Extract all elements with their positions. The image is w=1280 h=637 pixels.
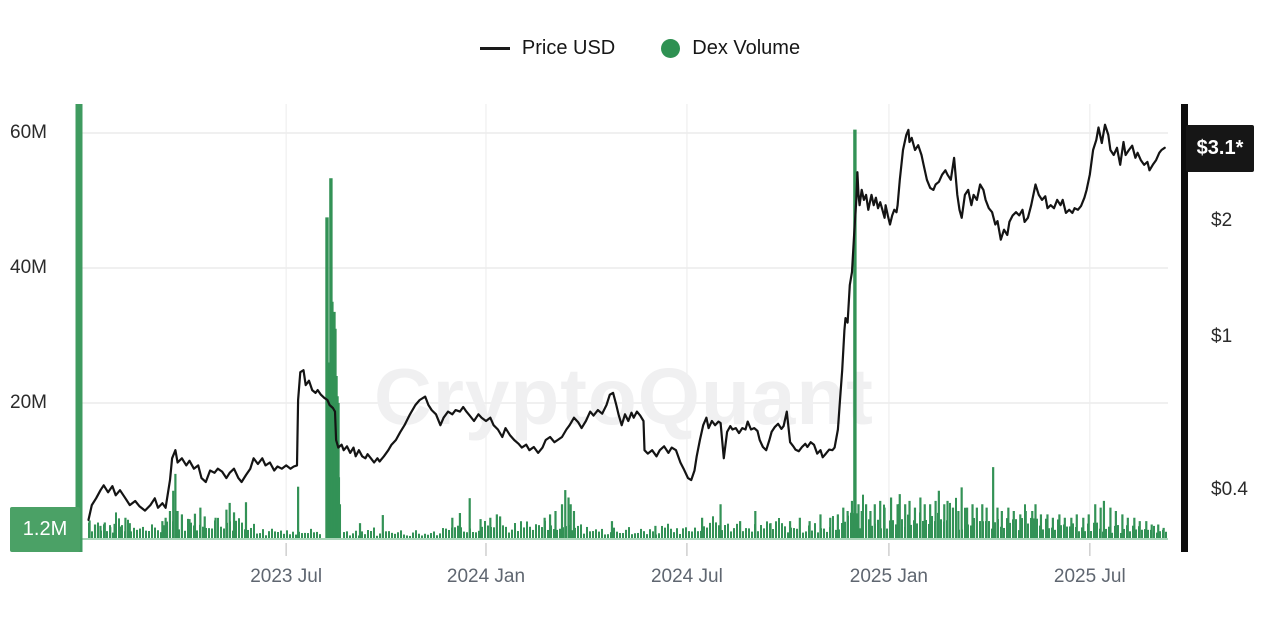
chart-legend: Price USD Dex Volume bbox=[0, 33, 1280, 63]
legend-label-price-usd: Price USD bbox=[521, 36, 616, 59]
volume-baseline bbox=[82, 538, 1168, 540]
price-axis-label-1: $1 bbox=[1211, 326, 1233, 347]
x-axis-label-2024-Jan: 2024 Jan bbox=[446, 566, 526, 587]
volume-axis-label-20M: 20M bbox=[10, 392, 47, 413]
volume-axis-label-40M: 40M bbox=[10, 257, 47, 278]
x-axis-label-2024-Jul: 2024 Jul bbox=[650, 566, 723, 587]
x-axis-label-2025-Jan: 2025 Jan bbox=[849, 566, 928, 587]
price-line-path bbox=[87, 123, 1166, 521]
x-axis-tick-marks bbox=[285, 543, 1091, 556]
horizontal-gridlines bbox=[82, 132, 1168, 404]
price-current-badge: $3.1* bbox=[1186, 125, 1254, 172]
volume-axis-label-60M: 60M bbox=[10, 122, 47, 143]
price-axis-label-0.4: $0.4 bbox=[1211, 479, 1248, 501]
legend-label-dex-volume: Dex Volume bbox=[692, 36, 801, 59]
price-axis-bar bbox=[1181, 104, 1188, 552]
dex-volume-dot-icon bbox=[661, 38, 681, 58]
x-axis-label-2023-Jul: 2023 Jul bbox=[250, 566, 323, 587]
volume-current-badge: 1.2M bbox=[10, 507, 80, 552]
dex-volume-bars bbox=[88, 129, 1167, 538]
vertical-gridlines bbox=[285, 104, 1091, 538]
legend-item-dex-volume[interactable]: Dex Volume bbox=[661, 37, 800, 60]
legend-item-price-usd[interactable]: Price USD bbox=[479, 36, 616, 60]
x-axis-label-2025-Jul: 2025 Jul bbox=[1053, 566, 1126, 587]
price-line-icon bbox=[479, 46, 510, 50]
watermark: CryptoQuant bbox=[374, 352, 874, 441]
price-axis-label-2: $2 bbox=[1211, 210, 1233, 232]
volume-axis-bar bbox=[75, 104, 83, 552]
